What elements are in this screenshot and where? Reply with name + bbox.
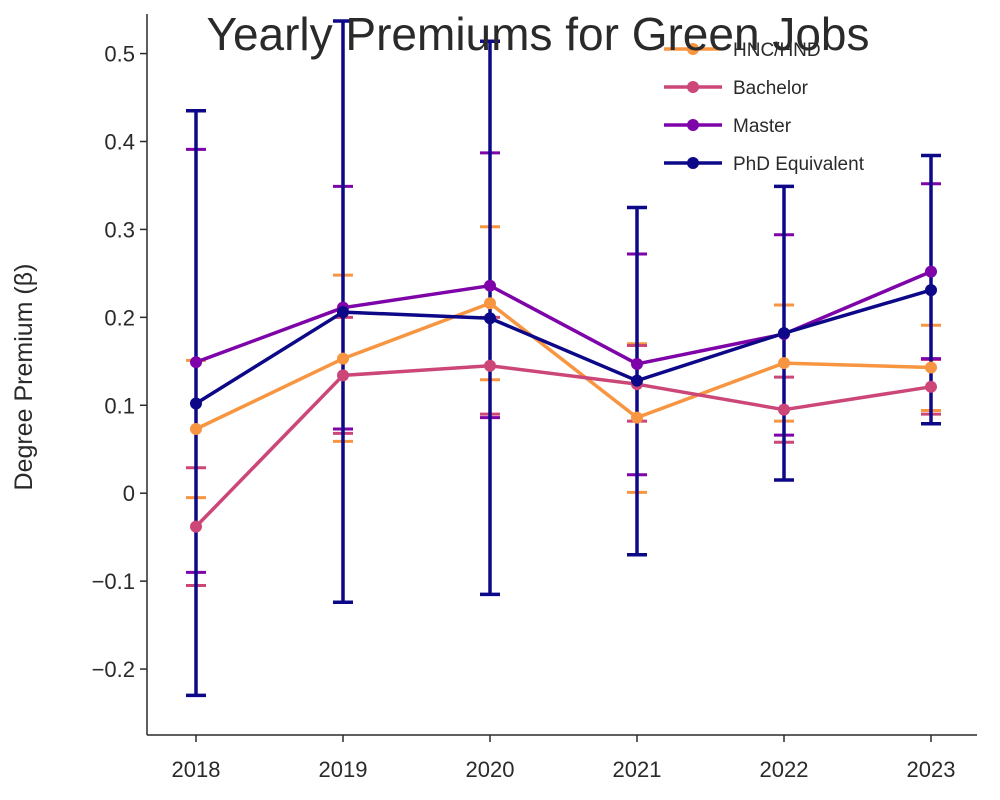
- series-line-bachelor: [194, 363, 932, 528]
- x-tick-label: 2022: [760, 757, 809, 782]
- legend: HNC/HND Bachelor Master PhD Equivalent: [664, 40, 865, 175]
- axes: −0.2 −0.1 0 0.1 0.2 0.3 0.4 0.5 2018 2019 2020 2021…: [92, 14, 977, 782]
- error-bars: [186, 19, 941, 698]
- data-point-bachelor: [925, 380, 937, 393]
- chart-title: Yearly Premiums for Green Jobs: [206, 8, 869, 60]
- y-tick-label: 0.5: [104, 42, 135, 67]
- data-point-phd-equivalent: [631, 374, 643, 387]
- x-tick-label: 2018: [172, 757, 221, 782]
- y-tick-label: 0.1: [104, 393, 135, 418]
- x-tick-label: 2021: [613, 757, 662, 782]
- x-tick-label: 2023: [907, 757, 956, 782]
- x-tick-label: 2019: [319, 757, 368, 782]
- data-point-phd-equivalent: [337, 306, 349, 319]
- legend-marker-master: [687, 119, 699, 131]
- data-point-master: [631, 357, 643, 370]
- data-point-hnc-hnd: [337, 352, 349, 365]
- legend-marker-hnc-hnd: [687, 43, 699, 55]
- y-tick-label: −0.2: [92, 657, 135, 682]
- x-tick-label: 2020: [466, 757, 515, 782]
- series-line-hnc-hnd: [195, 301, 932, 431]
- y-axis-label: Degree Premium (β): [10, 264, 38, 491]
- data-point-bachelor: [337, 369, 349, 382]
- series-lines: [194, 270, 932, 528]
- data-point-phd-equivalent: [925, 284, 937, 297]
- data-point-master: [925, 265, 937, 278]
- legend-label-bachelor: Bachelor: [733, 78, 809, 99]
- y-tick-label: −0.1: [92, 569, 135, 594]
- data-point-phd-equivalent: [190, 397, 202, 410]
- data-point-phd-equivalent: [778, 327, 790, 340]
- data-point-hnc-hnd: [778, 357, 790, 370]
- data-point-master: [190, 356, 202, 369]
- legend-label-phd-equivalent: PhD Equivalent: [733, 154, 865, 175]
- legend-marker-bachelor: [687, 81, 699, 93]
- data-point-master: [484, 279, 496, 292]
- y-tick-label: 0.4: [104, 129, 135, 154]
- data-point-bachelor: [190, 520, 202, 533]
- y-tick-label: 0.3: [104, 217, 135, 242]
- legend-label-hnc-hnd: HNC/HND: [733, 40, 821, 61]
- legend-marker-phd-equivalent: [687, 157, 699, 169]
- data-point-phd-equivalent: [484, 312, 496, 325]
- data-point-hnc-hnd: [925, 361, 937, 374]
- data-point-hnc-hnd: [631, 411, 643, 424]
- series-line-master: [195, 270, 932, 366]
- y-tick-label: 0: [123, 481, 135, 506]
- data-point-hnc-hnd: [190, 423, 202, 436]
- data-point-bachelor: [778, 403, 790, 416]
- series-line-phd-equivalent: [195, 288, 932, 406]
- legend-label-master: Master: [733, 116, 792, 137]
- y-tick-label: 0.2: [104, 305, 135, 330]
- data-point-hnc-hnd: [484, 297, 496, 310]
- data-points: [190, 265, 937, 533]
- data-point-bachelor: [484, 359, 496, 372]
